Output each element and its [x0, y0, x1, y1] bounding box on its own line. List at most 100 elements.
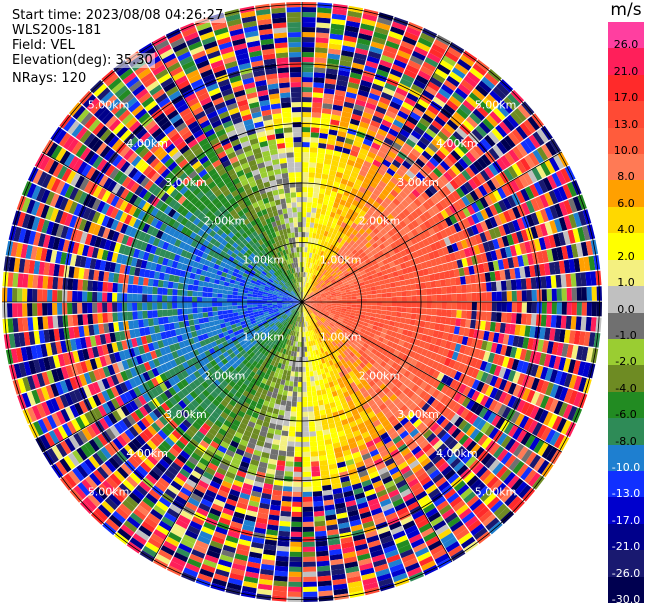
- velocity-gate: [332, 411, 340, 418]
- velocity-gate: [360, 288, 367, 293]
- velocity-gate: [360, 251, 367, 258]
- velocity-gate: [325, 309, 331, 313]
- velocity-gate: [561, 343, 569, 357]
- velocity-gate: [326, 453, 336, 460]
- velocity-gate: [264, 539, 277, 546]
- velocity-gate: [445, 138, 457, 150]
- velocity-gate: [427, 267, 434, 275]
- velocity-gate: [384, 154, 394, 164]
- velocity-gate: [412, 162, 422, 172]
- velocity-gate: [351, 374, 358, 382]
- velocity-gate: [316, 260, 321, 266]
- velocity-gate: [549, 328, 556, 341]
- velocity-gate: [305, 295, 311, 299]
- velocity-gate: [406, 296, 412, 302]
- velocity-gate: [315, 254, 320, 260]
- velocity-gate: [396, 291, 402, 297]
- velocity-gate: [340, 310, 346, 314]
- velocity-gate: [428, 184, 438, 195]
- velocity-gate: [514, 481, 528, 496]
- velocity-gate: [334, 89, 346, 97]
- velocity-gate: [364, 283, 371, 289]
- velocity-gate: [345, 230, 352, 238]
- velocity-gate: [530, 391, 541, 405]
- velocity-gate: [519, 266, 526, 279]
- velocity-gate: [360, 217, 368, 224]
- velocity-gate: [297, 391, 302, 397]
- velocity-gate: [376, 302, 382, 306]
- velocity-gate: [346, 504, 358, 513]
- velocity-gate: [448, 325, 456, 334]
- velocity-gate: [566, 244, 574, 259]
- velocity-gate: [310, 350, 314, 357]
- velocity-gate: [303, 571, 317, 577]
- velocity-gate: [381, 297, 387, 302]
- velocity-gate: [580, 272, 587, 287]
- velocity-gate: [302, 501, 313, 507]
- velocity-gate: [322, 362, 328, 369]
- velocity-gate: [329, 170, 337, 177]
- velocity-gate: [311, 471, 321, 477]
- velocity-gate: [444, 50, 459, 63]
- velocity-gate: [300, 306, 302, 312]
- velocity-gate: [504, 323, 511, 334]
- velocity-gate: [307, 262, 311, 268]
- velocity-gate: [319, 290, 325, 294]
- velocity-gate: [315, 349, 319, 356]
- velocity-gate: [324, 258, 330, 265]
- velocity-gate: [416, 518, 430, 529]
- velocity-gate: [507, 132, 520, 146]
- velocity-gate: [400, 488, 412, 498]
- velocity-gate: [372, 176, 381, 185]
- velocity-gate: [440, 229, 448, 239]
- velocity-gate: [300, 337, 302, 342]
- velocity-gate: [452, 232, 461, 243]
- velocity-gate: [395, 194, 405, 203]
- velocity-gate: [287, 591, 302, 597]
- velocity-gate: [359, 511, 372, 520]
- velocity-gate: [304, 293, 309, 299]
- velocity-gate: [375, 313, 381, 319]
- velocity-gate: [427, 367, 436, 377]
- velocity-gate: [489, 321, 496, 332]
- velocity-gate: [436, 429, 447, 440]
- velocity-gate: [331, 483, 342, 490]
- velocity-gate: [473, 160, 484, 172]
- velocity-gate: [334, 224, 341, 231]
- velocity-gate: [556, 288, 562, 301]
- velocity-gate: [302, 167, 309, 173]
- velocity-gate: [412, 405, 421, 415]
- velocity-gate: [302, 187, 308, 193]
- velocity-gate: [363, 160, 372, 169]
- velocity-gate: [590, 271, 597, 286]
- velocity-gate: [315, 47, 328, 54]
- velocity-gate: [329, 255, 335, 262]
- velocity-gate: [303, 326, 306, 332]
- velocity-gate: [389, 163, 399, 173]
- velocity-gate: [305, 232, 309, 238]
- velocity-gate: [262, 554, 276, 561]
- velocity-gate: [303, 306, 306, 312]
- velocity-gate: [549, 205, 559, 220]
- velocity-gate: [466, 71, 481, 84]
- velocity-gate: [390, 266, 397, 273]
- velocity-gate: [491, 128, 504, 141]
- velocity-gate: [335, 268, 341, 274]
- velocity-gate: [429, 76, 443, 88]
- velocity-gate: [385, 40, 400, 50]
- velocity-gate: [572, 360, 581, 375]
- velocity-gate: [287, 441, 295, 447]
- velocity-gate: [315, 420, 322, 427]
- velocity-gate: [375, 521, 388, 530]
- velocity-gate: [563, 358, 571, 373]
- velocity-gate: [320, 358, 326, 364]
- velocity-gate: [473, 348, 481, 359]
- velocity-gate: [396, 426, 406, 436]
- velocity-gate: [323, 434, 332, 441]
- velocity-gate: [414, 339, 421, 347]
- velocity-gate: [377, 128, 388, 137]
- velocity-gate: [318, 312, 324, 316]
- velocity-gate: [445, 182, 456, 193]
- velocity-gate: [341, 304, 347, 307]
- velocity-gate: [508, 457, 521, 471]
